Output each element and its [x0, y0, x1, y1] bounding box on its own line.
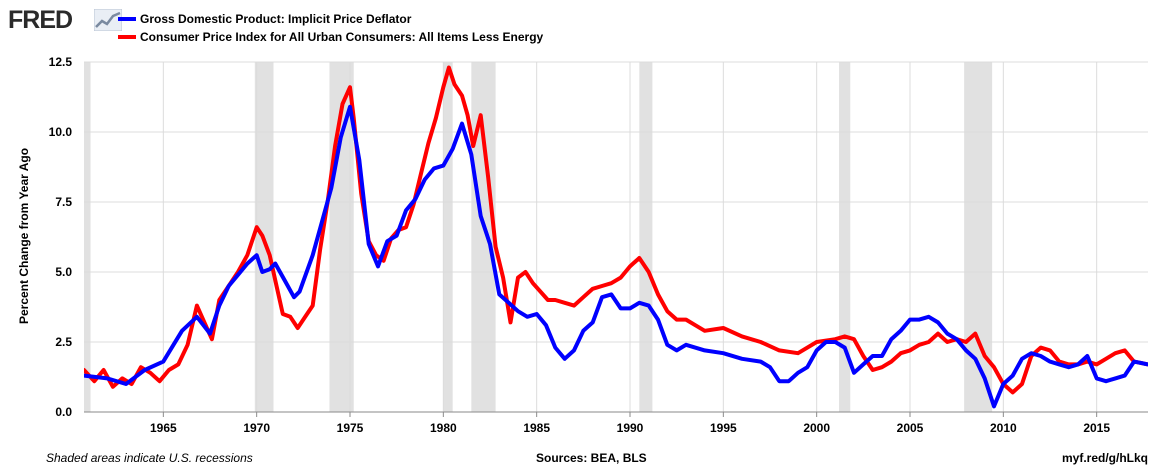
recession-band-6 [839, 62, 851, 412]
axes-group: 0.0 2.5 5.0 7.5 10.0 12.5 1965 1970 1975 1980 1985… [49, 55, 1148, 435]
legend-swatch-gdp-deflator [118, 16, 136, 21]
y-tick-label-3: 7.5 [55, 195, 72, 209]
y-tick-label-4: 10.0 [49, 125, 73, 139]
x-tick-label-2: 1975 [337, 421, 364, 435]
legend-label-gdp-deflator: Gross Domestic Product: Implicit Price D… [140, 12, 412, 26]
x-tick-label-7: 2000 [803, 421, 830, 435]
y-tick-label-2: 5.0 [55, 265, 72, 279]
y-tick-label-1: 2.5 [55, 335, 72, 349]
x-tick-label-0: 1965 [150, 421, 177, 435]
x-tick-label-5: 1990 [617, 421, 644, 435]
x-tick-label-1: 1970 [243, 421, 270, 435]
x-tick-label-10: 2015 [1083, 421, 1110, 435]
y-tick-label-0: 0.0 [55, 405, 72, 419]
recession-band-3 [443, 62, 453, 412]
series-line-cpi-less-energy [84, 65, 1148, 395]
fred-graph-icon [94, 9, 122, 31]
recession-band-0 [84, 62, 91, 412]
legend-swatch-cpi-less-energy [118, 34, 136, 39]
x-tick-label-9: 2010 [990, 421, 1017, 435]
x-tick-label-6: 1995 [710, 421, 737, 435]
fred-logo-text: FRED [8, 6, 73, 34]
x-tick-label-3: 1980 [430, 421, 457, 435]
series-group [84, 65, 1148, 409]
legend-label-cpi-less-energy: Consumer Price Index for All Urban Consu… [140, 30, 544, 44]
recession-band-4 [471, 62, 496, 412]
short-link[interactable]: myf.red/g/hLkq [1061, 451, 1148, 465]
sources-text: Sources: BEA, BLS [536, 451, 647, 465]
recession-note: Shaded areas indicate U.S. recessions [46, 451, 253, 465]
legend-entry-cpi-less-energy: Consumer Price Index for All Urban Consu… [118, 30, 543, 44]
y-tick-label-5: 12.5 [49, 55, 73, 69]
x-tick-label-4: 1985 [523, 421, 550, 435]
recession-band-5 [639, 62, 653, 412]
series-line-gdp-deflator [84, 104, 1148, 409]
recession-shading-group [84, 62, 993, 412]
x-tick-label-8: 2005 [897, 421, 924, 435]
legend-entry-gdp-deflator: Gross Domestic Product: Implicit Price D… [118, 12, 411, 26]
